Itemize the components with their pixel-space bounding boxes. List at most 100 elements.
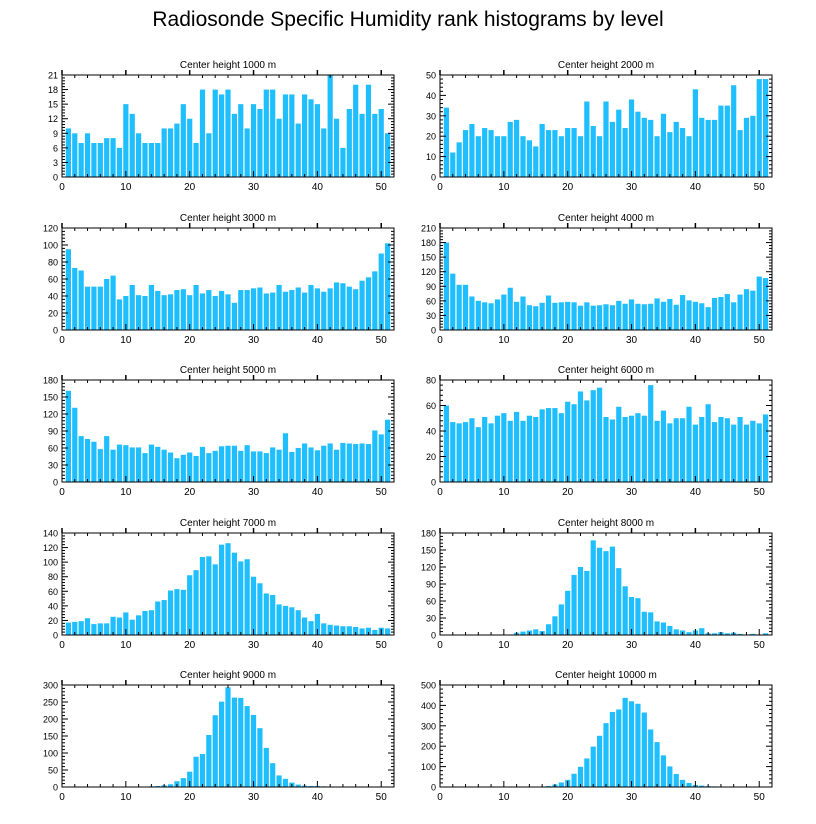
histogram-bar [180,104,186,177]
x-tick-label: 10 [498,640,510,651]
histogram-bar [72,407,78,482]
histogram-bar [365,627,372,635]
histogram-bar [321,291,327,330]
histogram-bar [571,128,577,177]
histogram-bar [648,385,654,482]
histogram-bar [180,454,186,482]
x-tick-label: 0 [437,792,443,803]
histogram-bar [603,101,609,177]
histogram-bar [116,444,123,482]
figure-title: Radiosonde Specific Humidity rank histog… [152,8,664,31]
histogram-bar [616,300,622,330]
histogram-bar [244,706,250,787]
histogram-bar [577,391,584,482]
histogram-bar [129,113,135,177]
x-tick-label: 20 [562,792,574,803]
histogram-bar [692,301,698,330]
histogram-panel: Center height 7000 m 0 10 20 30 40 50 0 20 40 60 80… [43,518,395,651]
histogram-bar [673,773,679,787]
histogram-bar [577,766,584,787]
y-tick-label: 20 [426,132,436,142]
histogram-bar [616,406,622,482]
histogram-bar [635,303,641,330]
panel-title: Center height 7000 m [180,518,276,529]
histogram-bar [104,138,110,177]
histogram-bar [584,570,590,635]
histogram-bar [590,540,596,635]
histogram-bar [673,121,679,177]
histogram-bar [724,294,730,330]
histogram-bar [206,290,212,330]
histogram-bar [501,136,507,177]
histogram-bar [571,773,577,787]
histogram-bar [91,624,97,635]
histogram-bar [475,427,481,482]
histogram-bar [686,406,692,482]
histogram-bar [295,784,301,787]
histogram-bar [212,715,218,787]
histogram-bar [187,452,193,482]
histogram-bar [718,296,724,330]
histogram-bar [65,128,71,177]
histogram-bar [289,451,295,482]
histogram-bar [545,785,552,787]
histogram-bar [263,593,269,635]
y-tick-label: 40 [426,91,436,101]
histogram-bar [187,118,193,177]
histogram-bar [635,111,641,177]
histogram-bar [743,117,750,177]
histogram-bar [526,415,532,482]
y-tick-label: 180 [421,529,436,539]
x-tick-label: 50 [754,487,766,498]
histogram-bar [314,613,320,635]
histogram-bar [327,288,333,330]
histogram-bar [378,253,384,330]
histogram-bar [167,128,174,177]
y-tick-label: 200 [43,715,58,725]
x-tick-label: 0 [59,335,65,346]
histogram-bar [72,267,78,330]
histogram-bar [462,284,469,330]
histogram-bar [501,294,507,330]
histogram-bar [609,121,615,177]
histogram-bar [276,449,282,482]
histogram-bar [136,615,142,635]
histogram-bar [552,302,558,330]
histogram-bar [622,586,628,635]
histogram-bar [584,400,590,482]
x-tick-label: 0 [437,487,443,498]
x-tick-label: 20 [562,182,574,193]
histogram-bar [78,621,84,635]
histogram-bar [372,113,378,177]
histogram-bar [533,629,539,635]
histogram-bar [372,271,378,330]
histogram-bar [641,415,647,482]
histogram-bar [231,552,237,635]
histogram-bar [219,701,225,787]
histogram-bar [148,143,154,177]
histogram-bar [494,299,501,330]
histogram-bar [212,89,218,177]
y-tick-label: 100 [43,241,58,251]
histogram-bar [552,616,558,635]
x-tick-label: 50 [376,792,388,803]
histogram-bar [482,302,488,330]
x-tick-label: 20 [184,335,196,346]
histogram-bar [129,619,135,635]
y-tick-label: 30 [426,111,436,121]
histogram-bar [225,445,231,482]
y-tick-label: 100 [43,558,58,568]
histogram-bar [110,138,116,177]
histogram-bar [359,443,365,482]
y-tick-label: 0 [53,173,58,183]
x-tick-label: 50 [376,640,388,651]
x-tick-label: 20 [562,335,574,346]
y-tick-label: 120 [421,563,436,573]
y-tick-label: 500 [421,681,436,691]
y-tick-label: 30 [48,461,58,471]
y-tick-label: 120 [43,543,58,553]
histogram-bar [353,626,359,635]
histogram-bar [514,119,520,177]
histogram-bar [750,420,756,482]
histogram-bar [276,775,282,787]
